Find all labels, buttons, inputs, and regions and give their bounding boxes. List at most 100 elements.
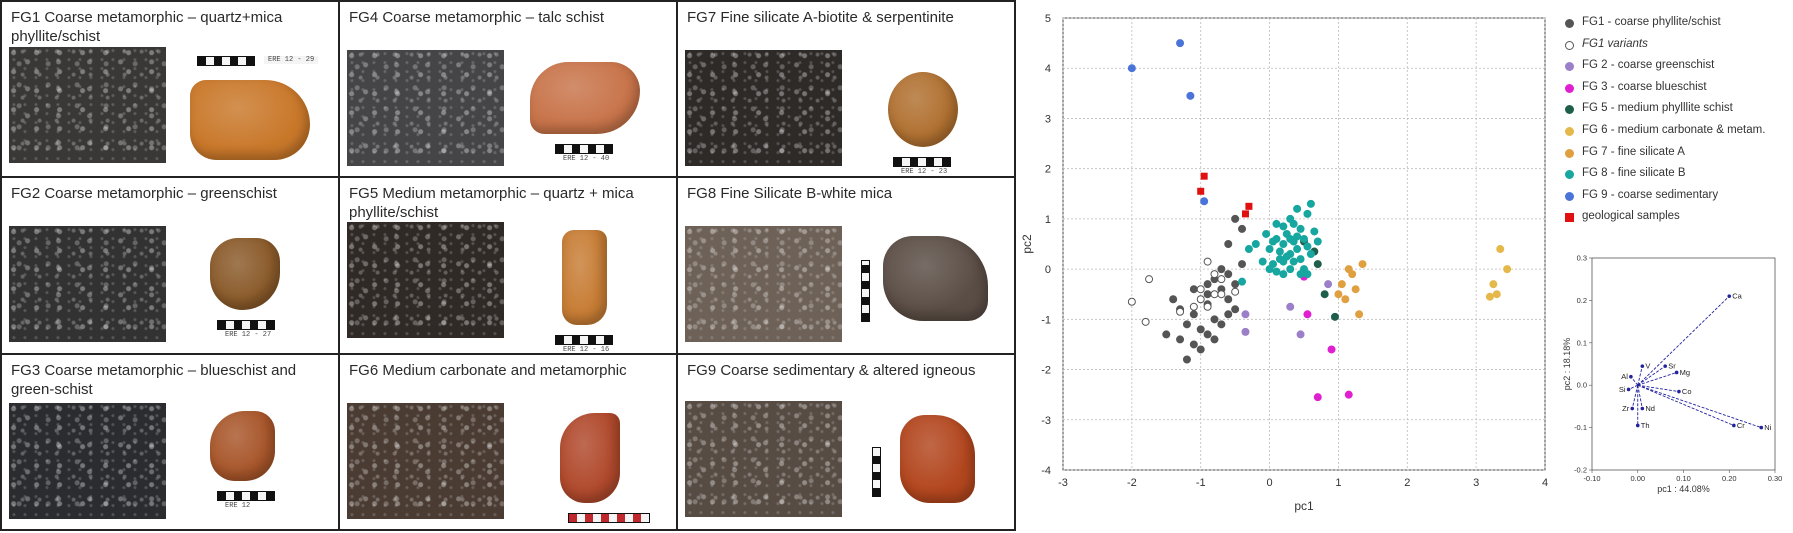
data-point <box>1258 257 1267 266</box>
thin-section-micrograph <box>9 226 166 342</box>
scale-bar <box>872 447 881 497</box>
legend-label: FG 9 - coarse sedimentary <box>1582 188 1719 201</box>
data-point <box>1344 265 1353 274</box>
data-point <box>1485 292 1494 301</box>
specimen-photo-grid: FG1 Coarse metamorphic – quartz+mica phy… <box>0 0 1016 531</box>
x-tick-label: 4 <box>1542 477 1548 489</box>
data-point <box>1306 250 1315 259</box>
legend-label: geological samples <box>1582 210 1680 223</box>
ceramic-sherd-image <box>560 413 620 503</box>
data-point <box>1217 290 1226 299</box>
data-point <box>1176 335 1185 344</box>
data-point <box>1203 290 1212 299</box>
data-point <box>1489 280 1498 289</box>
data-point <box>1503 265 1512 274</box>
ceramic-sherd-image <box>883 236 988 321</box>
y-tick-label: -3 <box>1041 415 1051 427</box>
data-point <box>1244 245 1253 254</box>
data-point <box>1196 285 1205 294</box>
data-point <box>1189 340 1198 349</box>
data-point <box>1141 317 1150 326</box>
specimen-panel: FG9 Coarse sedimentary & altered igneous <box>678 355 1014 529</box>
data-point <box>1210 290 1219 299</box>
thin-section-micrograph <box>685 226 842 342</box>
data-point <box>1176 307 1185 316</box>
data-point <box>1265 245 1274 254</box>
panel-title: FG2 Coarse metamorphic – greenschist <box>11 185 277 202</box>
data-point <box>1203 280 1212 289</box>
thin-section-micrograph <box>9 47 166 163</box>
specimen-panel: FG4 Coarse metamorphic – talc schist ERE … <box>340 2 678 178</box>
legend-label: FG1 variants <box>1582 37 1648 50</box>
y-tick-label: 3 <box>1045 113 1051 125</box>
data-point <box>1313 237 1322 246</box>
data-point <box>1320 290 1329 299</box>
data-point <box>1210 270 1219 279</box>
legend-label: FG 7 - fine silicate A <box>1582 145 1685 158</box>
data-point <box>1293 232 1302 241</box>
panel-title: FG3 Coarse metamorphic – blueschist and … <box>11 362 297 398</box>
data-point <box>1217 265 1226 274</box>
legend-label: FG 3 - coarse blueschist <box>1582 80 1707 93</box>
data-point <box>1182 320 1191 329</box>
legend-marker <box>1565 83 1574 93</box>
data-point <box>1224 295 1233 304</box>
data-point <box>1224 240 1233 248</box>
data-point <box>1310 227 1319 236</box>
data-point <box>1196 295 1205 304</box>
panel-title: FG1 Coarse metamorphic – quartz+mica phy… <box>11 9 283 45</box>
legend-marker <box>1565 105 1574 115</box>
data-point <box>1203 257 1212 266</box>
data-point <box>1303 209 1312 218</box>
legend-label: FG1 - coarse phyllite/schist <box>1582 16 1721 28</box>
panel-title: FG7 Fine silicate A-biotite & serpentini… <box>687 9 954 26</box>
data-point <box>1265 265 1274 274</box>
data-point <box>1241 210 1249 218</box>
data-point <box>1196 345 1205 354</box>
legend-label: FG 2 - coarse greenschist <box>1582 59 1715 72</box>
legend-marker <box>1565 62 1574 72</box>
scale-bar <box>893 157 951 167</box>
data-point <box>1286 234 1295 243</box>
panel-title: FG6 Medium carbonate and metamorphic <box>349 362 627 379</box>
x-tick-label: -3 <box>1058 477 1068 489</box>
legend-marker <box>1565 40 1574 50</box>
thin-section-micrograph <box>685 401 842 517</box>
data-point <box>1197 187 1205 195</box>
data-point <box>1279 270 1288 279</box>
data-point <box>1337 280 1346 289</box>
data-point <box>1344 390 1353 399</box>
y-axis-label: pc2 <box>1020 234 1034 254</box>
scale-bar <box>568 513 650 523</box>
data-point <box>1289 257 1298 266</box>
data-point <box>1300 234 1308 243</box>
data-point <box>1189 302 1198 311</box>
x-tick-label: -1 <box>1196 477 1206 489</box>
specimen-panel: FG2 Coarse metamorphic – greenschist ERE … <box>2 178 340 355</box>
y-tick-label: 5 <box>1045 13 1051 25</box>
scale-bar <box>197 56 255 66</box>
panel-title: FG9 Coarse sedimentary & altered igneous <box>687 362 976 379</box>
sample-label: ERE 12 - 29 <box>264 56 319 64</box>
data-point <box>1269 237 1278 246</box>
data-point <box>1224 310 1233 319</box>
data-point <box>1231 214 1240 223</box>
legend-label: FG 6 - medium carbonate & metam. <box>1582 123 1766 136</box>
thin-section-micrograph <box>9 403 166 519</box>
data-point <box>1296 270 1305 279</box>
data-point <box>1272 267 1281 276</box>
ceramic-sherd-image <box>190 80 310 160</box>
sample-label: ERE 12 - 27 <box>225 331 272 339</box>
data-point <box>1189 285 1198 294</box>
x-tick-label: 2 <box>1404 477 1410 489</box>
data-point <box>1162 330 1171 339</box>
ceramic-sherd-image <box>530 62 640 134</box>
x-tick-label: -2 <box>1127 477 1137 489</box>
data-point <box>1210 335 1219 344</box>
data-point <box>1182 355 1191 364</box>
data-point <box>1200 172 1208 180</box>
legend-marker <box>1565 126 1574 136</box>
ceramic-sherd-image <box>210 411 275 481</box>
legend-marker <box>1565 170 1574 180</box>
scale-bar <box>217 320 275 330</box>
